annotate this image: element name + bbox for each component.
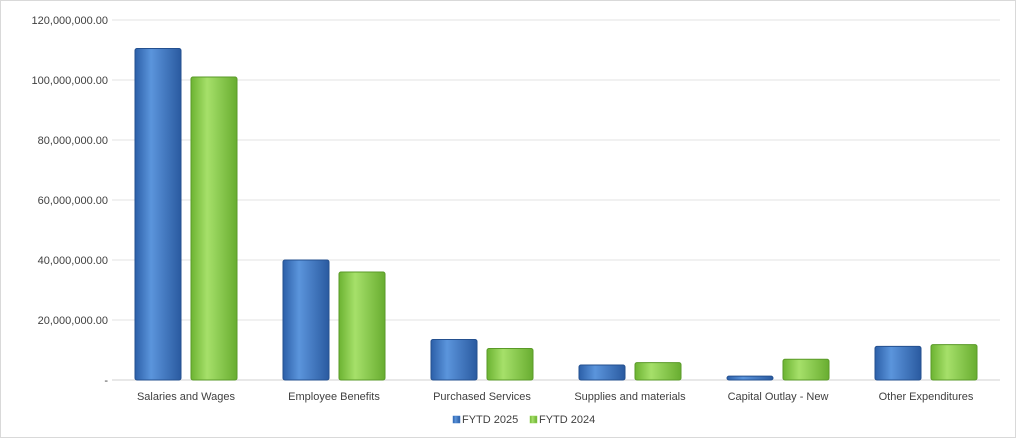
bar-fytd-2024-3 xyxy=(634,362,682,381)
bar-fytd-2025-5 xyxy=(874,345,922,381)
bar-fytd-2025-3 xyxy=(578,364,626,381)
bar-fytd-2024-5 xyxy=(930,344,978,381)
legend-swatch-fytd-2024 xyxy=(529,415,538,424)
legend: FYTD 2025 FYTD 2024 xyxy=(452,414,595,426)
x-category-label: Capital Outlay - New xyxy=(728,391,829,403)
y-tick-label: 60,000,000.00 xyxy=(38,195,108,207)
y-tick-label: 20,000,000.00 xyxy=(38,315,108,327)
bar-fytd-2025-0 xyxy=(134,48,182,381)
y-tick-label: 80,000,000.00 xyxy=(38,135,108,147)
y-tick-label: 100,000,000.00 xyxy=(32,75,108,87)
bars xyxy=(134,48,978,381)
legend-label: FYTD 2025 xyxy=(462,414,518,426)
y-tick-label: 40,000,000.00 xyxy=(38,255,108,267)
x-category-label: Employee Benefits xyxy=(288,391,380,403)
legend-swatch-fytd-2025 xyxy=(452,415,461,424)
bar-fytd-2025-1 xyxy=(282,259,330,381)
x-category-label: Supplies and materials xyxy=(574,391,686,403)
y-tick-label: 120,000,000.00 xyxy=(32,15,108,27)
x-axis-category-labels: Salaries and Wages Employee Benefits Purch… xyxy=(137,391,974,403)
y-tick-label: - xyxy=(104,375,108,387)
legend-label: FYTD 2024 xyxy=(539,414,595,426)
x-category-label: Salaries and Wages xyxy=(137,391,236,403)
bar-fytd-2025-2 xyxy=(430,339,478,381)
x-category-label: Purchased Services xyxy=(433,391,531,403)
bar-fytd-2024-0 xyxy=(190,76,238,381)
bar-fytd-2025-4 xyxy=(726,375,774,381)
x-category-label: Other Expenditures xyxy=(879,391,974,403)
bar-fytd-2024-4 xyxy=(782,358,830,381)
bar-fytd-2024-1 xyxy=(338,271,386,381)
y-axis-tick-labels: - 20,000,000.00 40,000,000.00 60,000,000.00… xyxy=(32,15,109,387)
bar-fytd-2024-2 xyxy=(486,348,534,381)
gridlines xyxy=(112,19,1000,381)
